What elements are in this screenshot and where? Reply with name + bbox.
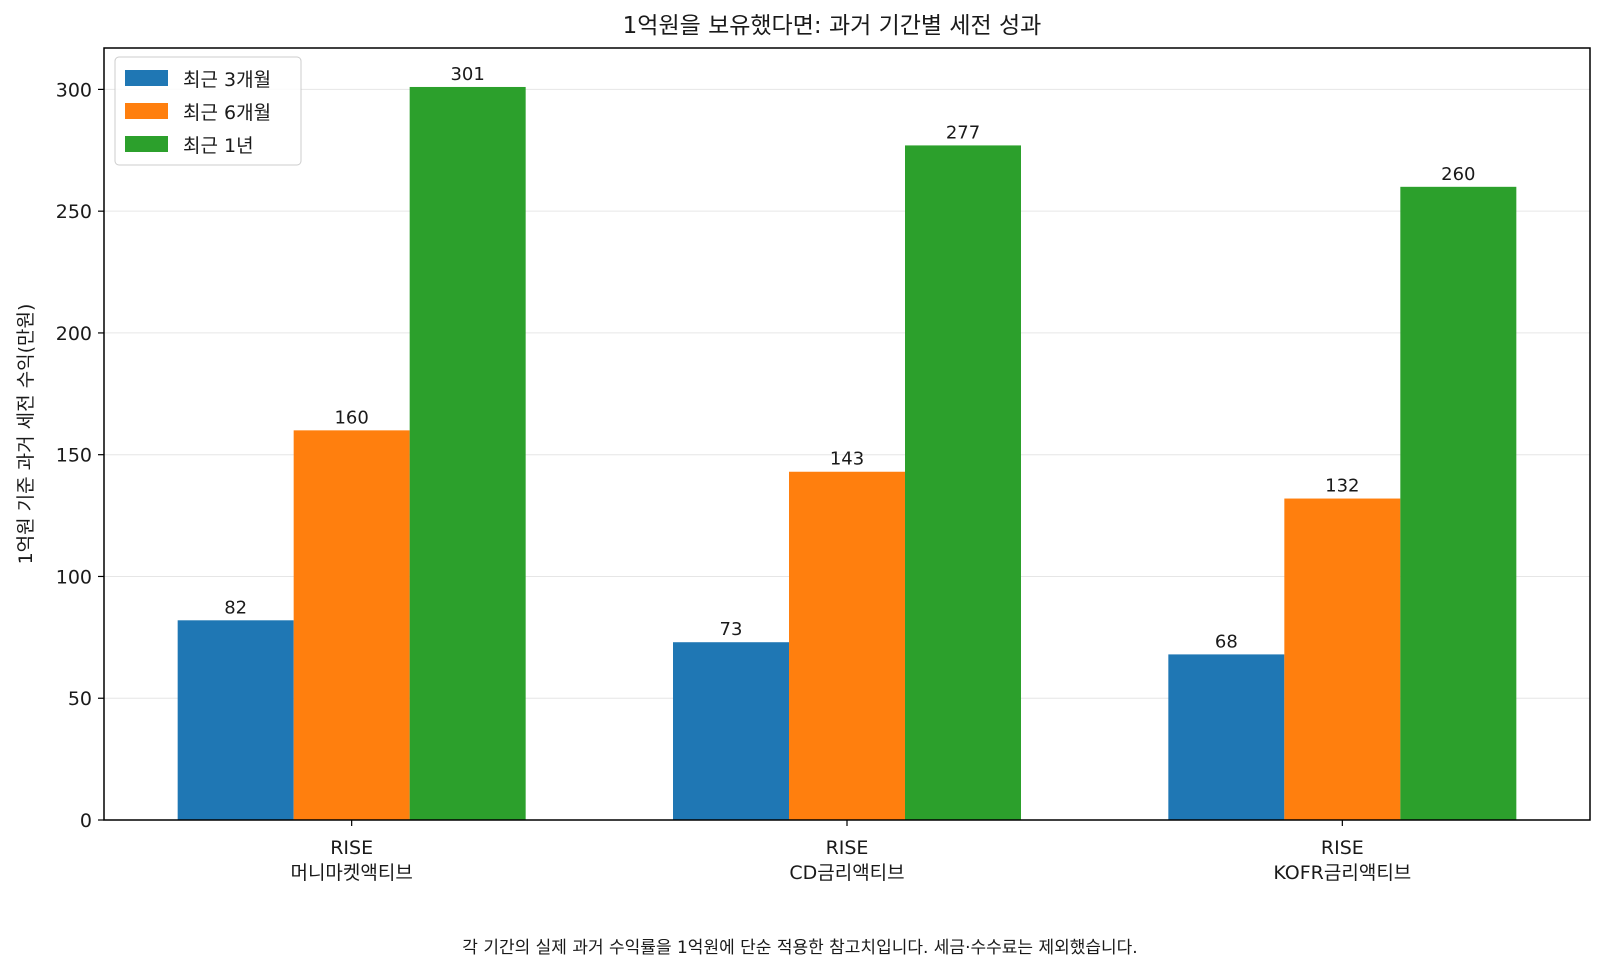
legend-label: 최근 6개월 <box>183 102 271 124</box>
legend-swatch <box>125 70 168 86</box>
y-tick-label: 100 <box>56 566 92 588</box>
legend-label: 최근 1년 <box>183 135 254 157</box>
bar <box>409 86 526 820</box>
y-tick-label: 300 <box>56 79 92 101</box>
bar <box>1168 654 1285 820</box>
bar-value-label: 260 <box>1441 164 1475 185</box>
bar <box>673 642 789 820</box>
y-tick-label: 200 <box>56 323 92 345</box>
x-axis: RISE 머니마켓액티브 RISE CD금리액티브 RISE KOFR금리액티브 <box>290 820 1411 884</box>
x-tick-label: 머니마켓액티브 <box>290 862 412 884</box>
bar <box>1400 186 1517 821</box>
x-tick-label: KOFR금리액티브 <box>1273 862 1411 884</box>
x-tick-label: RISE <box>330 837 373 859</box>
y-tick-label: 0 <box>80 810 92 832</box>
bar-value-label: 68 <box>1215 631 1238 652</box>
bar-value-label: 143 <box>830 449 864 470</box>
bars-group <box>177 86 1517 821</box>
bar-value-label: 277 <box>946 122 980 143</box>
legend-label: 최근 3개월 <box>183 69 271 91</box>
bar-value-label: 160 <box>334 407 368 428</box>
bar-value-label: 73 <box>720 619 743 640</box>
y-tick-label: 150 <box>56 445 92 467</box>
legend-swatch <box>125 136 168 152</box>
bar-value-label: 132 <box>1325 476 1359 497</box>
bar <box>1284 498 1401 820</box>
bar <box>905 145 1021 820</box>
y-axis: 0 50 100 150 200 250 300 <box>56 79 104 832</box>
x-tick-label: CD금리액티브 <box>789 862 904 884</box>
bar-value-label: 82 <box>224 597 247 618</box>
bar-value-label: 301 <box>450 64 484 85</box>
bar <box>177 620 294 820</box>
x-tick-label: RISE <box>1321 837 1364 859</box>
y-tick-label: 250 <box>56 201 92 223</box>
footnote: 각 기간의 실제 과거 수익률을 1억원에 단순 적용한 참고치입니다. 세금·… <box>462 938 1138 958</box>
bar <box>293 430 410 820</box>
x-tick-label: RISE <box>826 837 869 859</box>
bar <box>789 471 905 820</box>
bar-labels-group: 82 160 301 73 143 277 68 132 260 <box>224 64 1475 652</box>
chart-title: 1억원을 보유했다면: 과거 기간별 세전 성과 <box>623 13 1042 39</box>
legend-swatch <box>125 103 168 119</box>
y-axis-label: 1억원 기준 과거 세전 수익(만원) <box>15 304 37 565</box>
y-tick-label: 50 <box>68 688 92 710</box>
chart: 1억원을 보유했다면: 과거 기간별 세전 성과 82 160 301 73 143 27… <box>15 13 1591 884</box>
